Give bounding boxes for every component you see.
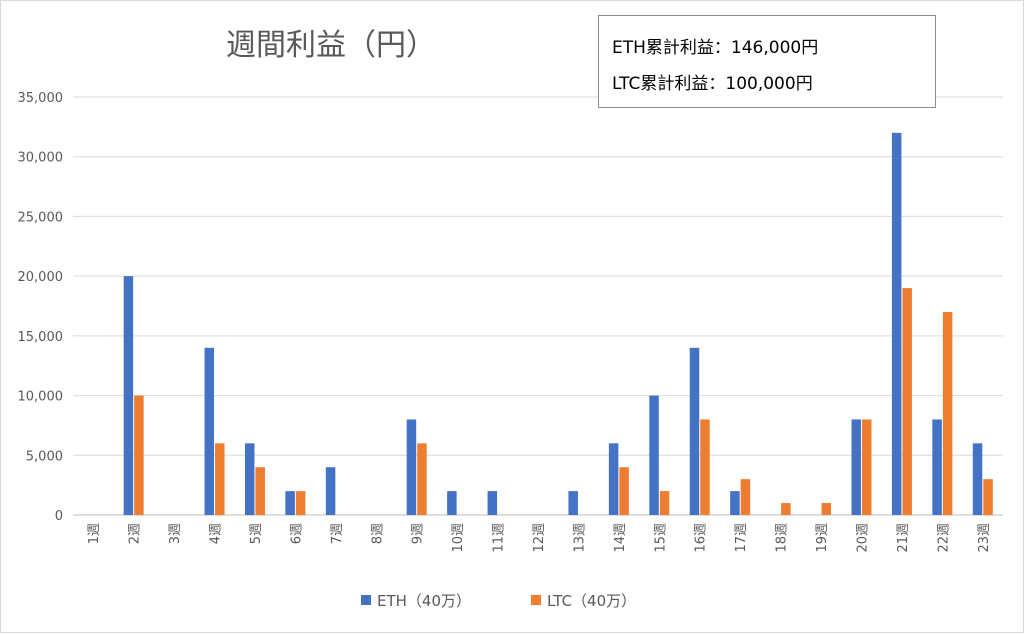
bar-eth	[891, 132, 902, 516]
bar-ltc	[821, 503, 832, 515]
x-tick-label: 21週	[896, 523, 911, 553]
x-tick-label: 20週	[855, 523, 870, 553]
x-tick-label: 23週	[977, 523, 992, 553]
y-tick-label: 0	[55, 509, 63, 524]
bar-ltc	[659, 491, 670, 515]
y-tick-label: 30,000	[18, 151, 64, 166]
bar-ltc	[740, 479, 751, 515]
legend-label-ltc: LTC（40万）	[547, 592, 636, 610]
bar-ltc	[619, 467, 629, 515]
x-tick-label: 14週	[613, 523, 628, 553]
y-tick-label: 15,000	[18, 330, 64, 345]
y-tick-label: 5,000	[26, 449, 63, 464]
bars	[123, 132, 993, 516]
bar-eth	[123, 276, 134, 515]
x-tick-label: 10週	[451, 523, 466, 553]
y-tick-label: 20,000	[18, 270, 64, 285]
bar-ltc	[295, 491, 306, 515]
x-tick-label: 15週	[653, 523, 668, 553]
x-tick-label: 3週	[168, 523, 183, 544]
legend: ETH（40万） LTC（40万）	[361, 592, 636, 610]
bar-ltc	[134, 395, 144, 515]
bar-ltc	[700, 419, 710, 515]
bar-ltc	[902, 288, 912, 515]
bar-eth	[406, 419, 417, 515]
bar-eth	[568, 491, 578, 515]
bar-eth	[204, 347, 215, 515]
bar-eth	[730, 491, 740, 515]
bar-ltc	[942, 311, 953, 515]
bar-ltc	[215, 443, 225, 515]
bar-eth	[487, 491, 498, 515]
bar-ltc	[255, 467, 265, 515]
bar-eth	[325, 467, 336, 515]
x-tick-label: 19週	[815, 523, 830, 553]
x-tick-label: 2週	[128, 523, 143, 544]
bar-eth	[689, 347, 700, 515]
y-axis-ticks: 0 5,000 10,000 15,000 20,000 25,000 30,000 35,0…	[18, 91, 64, 524]
x-tick-label: 8週	[370, 523, 385, 544]
x-tick-label: 16週	[694, 523, 709, 553]
x-tick-label: 11週	[492, 523, 507, 553]
bar-eth	[608, 443, 619, 515]
x-tick-label: 17週	[734, 523, 749, 553]
y-tick-label: 10,000	[18, 390, 64, 405]
legend-swatch-eth	[361, 595, 371, 605]
bar-eth	[649, 395, 659, 515]
bar-eth	[447, 491, 457, 515]
x-tick-label: 9週	[411, 523, 426, 544]
bar-eth	[244, 443, 255, 515]
bar-ltc	[417, 443, 427, 515]
x-tick-label: 22週	[936, 523, 951, 553]
chart-title: 週間利益（円）	[226, 28, 436, 63]
bar-ltc	[781, 503, 791, 515]
x-tick-label: 1週	[87, 523, 102, 544]
eth-cumulative-profit: ETH累計利益：146,000円	[612, 38, 819, 58]
x-tick-label: 5週	[249, 523, 264, 544]
bar-ltc	[861, 419, 872, 515]
x-tick-label: 13週	[572, 523, 587, 553]
cumulative-profit-box: ETH累計利益：146,000円 LTC累計利益：100,000円	[598, 15, 936, 108]
bar-eth	[851, 419, 861, 515]
gridlines	[73, 96, 1003, 516]
x-tick-label: 18週	[775, 523, 790, 553]
y-tick-label: 35,000	[18, 91, 64, 106]
bar-ltc	[983, 479, 993, 515]
x-tick-label: 7週	[330, 523, 345, 544]
bar-eth	[932, 419, 942, 515]
x-axis-ticks: 1週 2週 3週 4週 5週 6週 7週 8週 9週 10週 11週 12週 13週 14週 15週 16週 1…	[87, 523, 992, 553]
bar-eth	[972, 443, 983, 515]
legend-swatch-ltc	[531, 595, 541, 605]
y-tick-label: 25,000	[18, 210, 64, 225]
ltc-cumulative-profit: LTC累計利益：100,000円	[612, 74, 813, 94]
x-tick-label: 4週	[209, 523, 224, 544]
x-tick-label: 6週	[289, 523, 304, 544]
legend-label-eth: ETH（40万）	[377, 592, 471, 610]
x-tick-label: 12週	[532, 523, 547, 553]
bar-eth	[285, 491, 295, 515]
